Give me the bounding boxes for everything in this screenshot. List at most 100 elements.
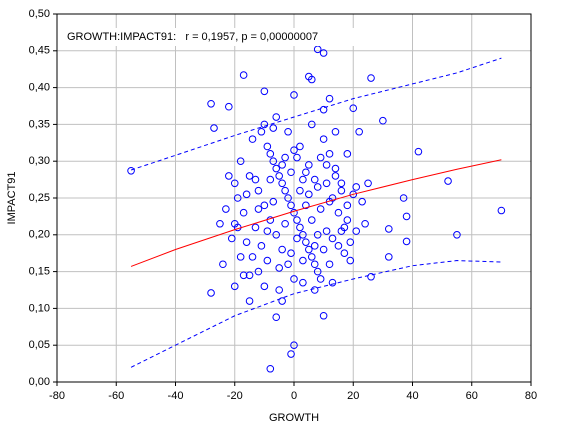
fit-line — [130, 57, 502, 171]
data-point — [230, 282, 239, 291]
data-point — [222, 205, 230, 213]
data-point — [216, 219, 224, 228]
data-point — [287, 168, 295, 177]
y-tick-label: 0,20 — [29, 229, 50, 241]
data-point — [322, 161, 331, 169]
data-point — [248, 253, 257, 261]
x-tick-label: -20 — [227, 390, 243, 402]
data-point — [402, 212, 411, 221]
data-point — [245, 297, 254, 305]
data-point — [299, 256, 307, 265]
data-point — [367, 272, 375, 281]
data-point — [278, 161, 286, 169]
data-point — [349, 104, 358, 113]
data-point — [260, 282, 269, 291]
data-point — [310, 260, 319, 269]
data-point — [245, 271, 254, 280]
data-point — [367, 74, 375, 82]
fit-line — [130, 260, 502, 368]
data-point — [340, 249, 349, 257]
data-point — [275, 286, 283, 294]
data-point — [127, 166, 135, 175]
data-point — [284, 127, 292, 136]
data-point — [305, 161, 313, 169]
data-point — [257, 242, 266, 250]
data-point — [290, 146, 298, 154]
data-point — [260, 201, 269, 210]
data-point — [290, 275, 298, 283]
x-tick-label: 60 — [466, 390, 478, 402]
data-point — [322, 179, 331, 188]
y-tick-label: 0,05 — [29, 339, 50, 351]
data-point — [207, 289, 215, 297]
data-point — [260, 120, 269, 129]
data-point — [319, 311, 328, 320]
x-tick-label: -80 — [49, 390, 65, 402]
y-tick-label: 0,00 — [29, 376, 50, 388]
data-point — [328, 234, 337, 243]
data-point — [251, 175, 260, 184]
data-point — [346, 256, 355, 265]
data-point — [331, 127, 340, 136]
data-point — [296, 223, 304, 232]
data-point — [239, 208, 248, 217]
annotation: GROWTH:IMPACT91: r = 0,1957, p = 0,00000… — [67, 31, 318, 43]
data-point — [385, 253, 393, 261]
x-tick-label: 40 — [406, 390, 418, 402]
y-axis-label: IMPACT91 — [6, 172, 18, 225]
data-point — [251, 223, 260, 232]
data-point — [358, 197, 366, 206]
data-point — [225, 172, 233, 180]
data-point — [260, 87, 269, 96]
data-point — [239, 271, 248, 280]
data-point — [269, 124, 278, 132]
data-point — [355, 127, 363, 136]
data-point — [227, 234, 236, 243]
data-point — [239, 71, 248, 79]
data-point — [290, 341, 298, 350]
data-point — [346, 238, 355, 246]
y-tick-label: 0,50 — [29, 8, 50, 20]
annotation-box — [62, 28, 362, 46]
data-point — [210, 124, 218, 132]
data-point — [281, 153, 289, 162]
data-point — [316, 153, 325, 162]
data-point — [233, 194, 242, 202]
data-point — [328, 278, 337, 287]
y-tick-label: 0,35 — [29, 118, 50, 130]
fit-line — [130, 159, 502, 267]
data-point — [296, 186, 304, 195]
data-point — [307, 216, 316, 224]
data-point — [266, 150, 275, 158]
data-point — [305, 245, 313, 254]
data-point — [293, 234, 301, 243]
data-point — [278, 245, 286, 254]
data-point — [293, 216, 301, 224]
y-tick-label: 0,45 — [29, 45, 50, 57]
data-point — [379, 116, 387, 125]
data-point — [334, 242, 343, 250]
data-point — [325, 260, 334, 269]
data-point — [248, 135, 257, 143]
data-point — [281, 219, 289, 228]
data-point — [349, 190, 358, 199]
data-point — [310, 286, 319, 294]
data-point — [364, 179, 372, 188]
plot-frame — [56, 13, 532, 383]
data-point — [299, 175, 307, 184]
data-point — [322, 227, 331, 235]
data-point — [284, 260, 292, 269]
data-point — [331, 164, 340, 173]
y-tick-label: 0,10 — [29, 302, 50, 314]
data-point — [257, 127, 266, 136]
data-point — [278, 179, 286, 188]
data-point — [385, 225, 393, 233]
data-point — [337, 227, 346, 235]
data-point — [444, 177, 452, 185]
data-point — [310, 242, 319, 250]
data-point — [254, 205, 263, 213]
data-point — [325, 150, 334, 158]
data-point — [399, 194, 408, 202]
data-point — [284, 194, 292, 202]
